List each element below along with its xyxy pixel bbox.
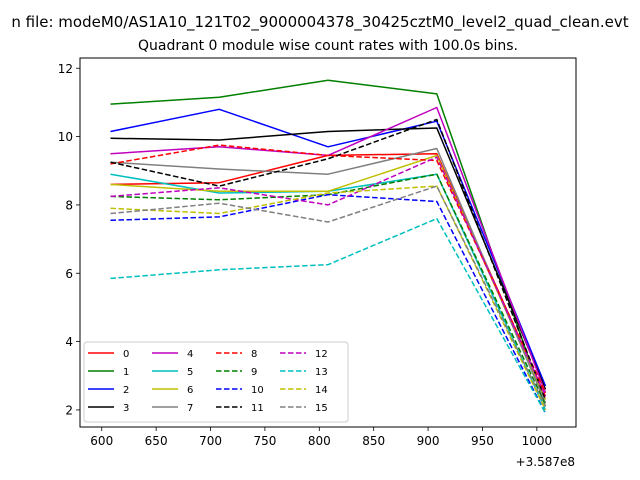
legend-label-11: 11 <box>251 403 264 414</box>
x-tick-label: 850 <box>362 434 385 448</box>
series-line-11 <box>110 118 547 400</box>
x-tick-label: 700 <box>199 434 222 448</box>
x-axis-ticks: 600 650 700 750 800 850 900 950 1000 <box>90 427 552 448</box>
legend-label-4: 4 <box>187 349 193 360</box>
legend-frame <box>83 341 349 423</box>
legend-label-5: 5 <box>187 367 193 378</box>
y-tick-label: 10 <box>58 130 73 144</box>
legend-label-9: 9 <box>251 367 257 378</box>
y-tick-label: 12 <box>58 62 73 76</box>
legend-label-3: 3 <box>123 403 129 414</box>
legend-label-8: 8 <box>251 349 257 360</box>
x-axis-offset-label: +3.587e8 <box>516 455 575 469</box>
legend-label-0: 0 <box>123 349 129 360</box>
series-line-12 <box>110 156 547 397</box>
series-line-3 <box>110 127 547 390</box>
legend-label-13: 13 <box>315 367 328 378</box>
x-tick-label: 800 <box>308 434 331 448</box>
legend-label-1: 1 <box>123 367 129 378</box>
series-line-1 <box>110 79 547 407</box>
x-tick-label: 600 <box>90 434 113 448</box>
x-tick-label: 650 <box>145 434 168 448</box>
y-tick-label: 4 <box>65 335 73 349</box>
series-line-8 <box>110 144 547 394</box>
x-tick-label: 1000 <box>522 434 553 448</box>
series-line-15 <box>110 185 547 407</box>
legend-label-10: 10 <box>251 385 264 396</box>
figure-suptitle: n file: modeM0/AS1A10_121T02_9000004378_… <box>11 13 628 32</box>
chart-title: Quadrant 0 module wise count rates with … <box>138 38 518 54</box>
series-layer <box>110 79 547 414</box>
series-line-7 <box>110 147 547 404</box>
x-tick-label: 950 <box>471 434 494 448</box>
series-line-10 <box>110 193 547 414</box>
y-tick-label: 2 <box>65 403 73 417</box>
series-line-2 <box>110 108 547 387</box>
legend-label-7: 7 <box>187 403 193 414</box>
legend-label-2: 2 <box>123 385 129 396</box>
legend-label-6: 6 <box>187 385 193 396</box>
y-tick-label: 8 <box>65 198 73 212</box>
y-axis-ticks: 2 4 6 8 10 12 <box>58 62 80 417</box>
legend-label-15: 15 <box>315 403 328 414</box>
x-tick-label: 900 <box>417 434 440 448</box>
x-tick-label: 750 <box>253 434 276 448</box>
legend-label-12: 12 <box>315 349 328 360</box>
series-line-13 <box>110 217 547 414</box>
y-tick-label: 6 <box>65 267 73 281</box>
legend-label-14: 14 <box>315 385 328 396</box>
